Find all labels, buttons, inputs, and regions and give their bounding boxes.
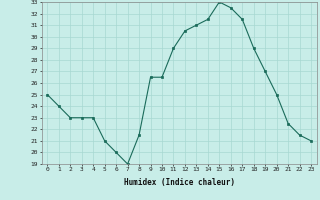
- X-axis label: Humidex (Indice chaleur): Humidex (Indice chaleur): [124, 178, 235, 187]
